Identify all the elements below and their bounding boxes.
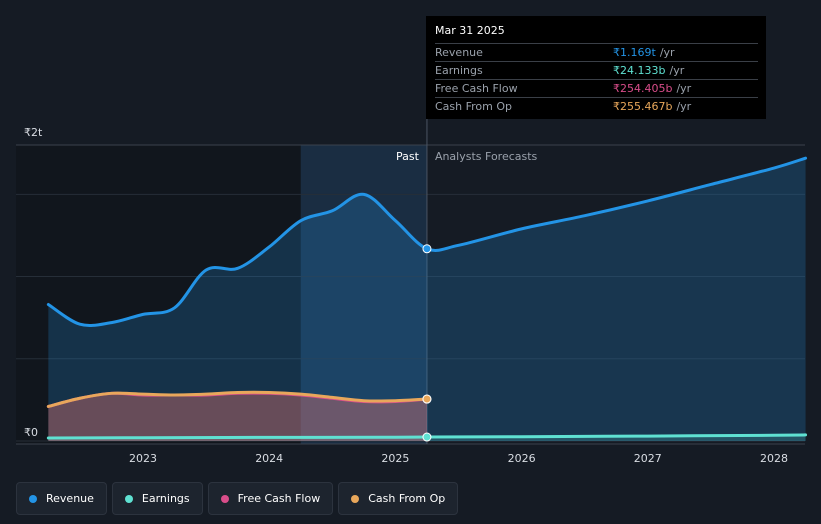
series-area-free-cash-flow [48, 393, 427, 441]
series-area-cash-from-op [48, 392, 427, 441]
tooltip-row-free-cash-flow: Free Cash Flow ₹254.405b /yr [435, 79, 758, 97]
tooltip-row-earnings: Earnings ₹24.133b /yr [435, 61, 758, 79]
y-axis-zero-label: ₹0 [24, 426, 38, 439]
series-area-revenue [48, 158, 806, 441]
x-tick-label: 2027 [634, 452, 662, 465]
tooltip-row-label: Cash From Op [435, 100, 513, 113]
series-marker-revenue [422, 244, 432, 254]
series-line-revenue [46, 156, 808, 327]
legend-label: Earnings [141, 492, 190, 505]
tooltip-row-cash-from-op: Cash From Op ₹255.467b /yr [435, 97, 758, 115]
forecast-label: Analysts Forecasts [435, 150, 538, 163]
legend-item-earnings[interactable]: Earnings [111, 482, 203, 515]
legend-dot-icon [220, 494, 229, 503]
legend-dot-icon [124, 494, 133, 503]
x-tick-label: 2026 [508, 452, 536, 465]
legend-label: Revenue [46, 492, 94, 505]
tooltip-row-unit: /yr [659, 46, 675, 59]
legend-item-free-cash-flow[interactable]: Free Cash Flow [207, 482, 334, 515]
chart: 2023 2024 2025 2026 2027 2028 ₹2t ₹0 Past Ana… [16, 118, 808, 465]
legend-item-revenue[interactable]: Revenue [16, 482, 107, 515]
x-tick-label: 2024 [255, 452, 283, 465]
tooltip-row-label: Revenue [435, 46, 483, 59]
legend-label: Cash From Op [368, 492, 446, 505]
x-tick-label: 2028 [760, 452, 788, 465]
x-tick-label: 2025 [381, 452, 409, 465]
legend-label: Free Cash Flow [237, 492, 321, 505]
legend-dot-icon [351, 494, 360, 503]
tooltip-row-value: ₹1.169t [613, 46, 656, 59]
y-axis-top-label: ₹2t [24, 126, 43, 139]
series-line-cash-from-op [46, 390, 429, 408]
tooltip-row-revenue: Revenue ₹1.169t /yr [435, 43, 758, 61]
past-label: Past [396, 150, 420, 163]
tooltip-row-unit: /yr [676, 100, 692, 113]
tooltip-row-label: Free Cash Flow [435, 82, 518, 95]
tooltip-row-label: Earnings [435, 64, 483, 77]
legend-dot-icon [29, 494, 37, 503]
tooltip-row-value: ₹255.467b [613, 100, 673, 113]
tooltip-row-value: ₹24.133b [613, 64, 666, 77]
legend-item-cash-from-op[interactable]: Cash From Op [338, 482, 459, 515]
tooltip-row-unit: /yr [676, 82, 692, 95]
chart-legend: Revenue Earnings Free Cash Flow Cash Fro… [16, 482, 459, 515]
series-marker-earnings [422, 432, 432, 442]
tooltip-date: Mar 31 2025 [435, 24, 505, 37]
data-tooltip: Mar 31 2025 Revenue ₹1.169t /yr Earnings… [426, 16, 766, 119]
x-tick-label: 2023 [129, 452, 157, 465]
tooltip-row-unit: /yr [669, 64, 685, 77]
tooltip-row-value: ₹254.405b [613, 82, 673, 95]
series-marker-cash-from-op [422, 394, 432, 404]
